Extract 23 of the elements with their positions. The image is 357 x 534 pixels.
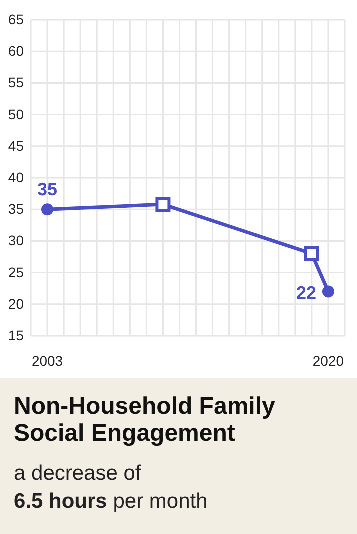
point [322, 286, 334, 298]
x-tick-label: 2003 [32, 352, 64, 369]
y-tick-label: 55 [8, 74, 24, 91]
y-tick-label: 45 [8, 138, 24, 154]
point [42, 204, 54, 216]
data-label: 35 [38, 180, 58, 200]
text: per month [107, 490, 208, 513]
point [304, 246, 320, 262]
y-tick-label: 60 [8, 43, 24, 60]
y-tick-label: 30 [8, 232, 24, 249]
y-tick-label: 20 [8, 296, 24, 312]
x-tick-label: 2020 [312, 352, 344, 369]
y-tick-label: 25 [8, 264, 24, 280]
y-tick-label: 50 [8, 106, 24, 122]
point [156, 197, 171, 212]
text: 6.5 hours [14, 490, 108, 513]
y-tick-label: 65 [8, 11, 24, 28]
data-label: 22 [296, 282, 316, 303]
text: Non-Household Family Social Engagement [14, 393, 276, 447]
y-tick-label: 40 [8, 169, 24, 186]
y-tick-label: 35 [8, 201, 24, 218]
y-tick-label: 15 [8, 327, 24, 344]
text: a decrease of [14, 462, 142, 485]
